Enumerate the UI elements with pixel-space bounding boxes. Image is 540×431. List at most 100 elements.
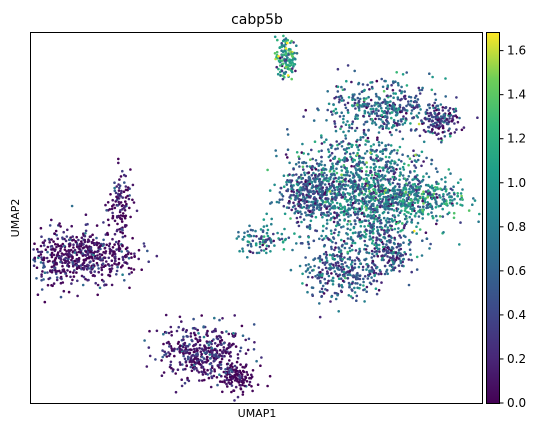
- data-point: [75, 271, 78, 274]
- data-point: [88, 235, 92, 238]
- data-point: [377, 288, 381, 292]
- data-point: [249, 228, 253, 232]
- data-point: [115, 269, 119, 273]
- data-point: [413, 209, 416, 213]
- data-point: [467, 209, 471, 212]
- data-point: [398, 89, 402, 92]
- data-point: [64, 239, 68, 243]
- data-point: [426, 206, 430, 209]
- data-point: [358, 97, 362, 101]
- data-point: [356, 286, 359, 290]
- data-point: [361, 201, 365, 205]
- data-point: [111, 204, 114, 208]
- data-point: [360, 166, 363, 170]
- data-point: [297, 190, 301, 194]
- data-point: [61, 281, 65, 284]
- data-point: [224, 351, 227, 354]
- data-point: [193, 354, 196, 358]
- data-point: [371, 260, 375, 263]
- data-point: [346, 192, 350, 195]
- data-point: [191, 360, 195, 363]
- data-point: [335, 214, 339, 217]
- data-point: [119, 201, 123, 204]
- data-point: [334, 297, 338, 301]
- data-point: [348, 246, 351, 250]
- data-point: [385, 126, 388, 130]
- data-point: [380, 77, 384, 81]
- data-point: [216, 337, 220, 341]
- data-point: [417, 191, 420, 195]
- data-point: [343, 156, 347, 159]
- data-point: [372, 166, 376, 170]
- data-point: [382, 247, 386, 251]
- data-point: [80, 274, 84, 278]
- data-point: [241, 390, 245, 394]
- data-point: [182, 354, 185, 358]
- data-point: [61, 242, 65, 246]
- data-point: [304, 211, 307, 214]
- data-point: [341, 191, 345, 194]
- data-point: [393, 162, 396, 165]
- data-point: [370, 192, 373, 195]
- data-point: [383, 148, 387, 151]
- data-point: [388, 241, 391, 244]
- data-point: [230, 375, 234, 378]
- data-point: [400, 85, 403, 89]
- data-point: [422, 190, 425, 193]
- data-point: [285, 183, 289, 186]
- data-point: [325, 259, 329, 263]
- data-point: [201, 360, 204, 363]
- data-point: [251, 251, 255, 255]
- data-point: [249, 242, 253, 246]
- data-point: [404, 252, 408, 256]
- data-point: [384, 155, 388, 159]
- data-point: [102, 238, 105, 242]
- data-point: [83, 234, 87, 238]
- data-point: [340, 211, 344, 214]
- data-point: [453, 131, 457, 134]
- data-point: [440, 178, 443, 181]
- colorbar-tick-label: 0.4: [507, 308, 526, 322]
- data-point: [111, 211, 114, 215]
- data-point: [353, 219, 357, 222]
- data-point: [416, 221, 420, 225]
- data-point: [93, 250, 97, 254]
- data-point: [460, 128, 464, 132]
- data-point: [121, 231, 124, 235]
- data-point: [368, 222, 372, 225]
- data-point: [59, 258, 63, 261]
- data-point: [289, 217, 292, 220]
- data-point: [83, 253, 87, 257]
- data-point: [394, 258, 398, 262]
- data-point: [371, 268, 375, 271]
- data-point: [148, 329, 151, 333]
- data-point: [422, 160, 425, 163]
- data-point: [333, 291, 337, 295]
- data-point: [354, 115, 358, 118]
- data-point: [308, 204, 311, 208]
- data-point: [124, 261, 128, 264]
- data-point: [412, 149, 415, 152]
- data-point: [454, 109, 458, 113]
- data-point: [431, 119, 435, 123]
- data-point: [431, 75, 434, 79]
- data-point: [316, 203, 319, 207]
- data-point: [441, 124, 444, 127]
- data-point: [185, 364, 188, 367]
- data-point: [313, 257, 317, 260]
- data-point: [369, 98, 373, 102]
- data-point: [362, 277, 365, 281]
- data-point: [40, 288, 44, 291]
- data-point: [356, 96, 360, 100]
- data-point: [437, 137, 440, 141]
- data-point: [428, 106, 432, 110]
- data-point: [385, 87, 389, 90]
- data-point: [295, 151, 299, 154]
- data-point: [283, 59, 287, 62]
- data-point: [364, 189, 368, 193]
- data-point: [379, 150, 382, 153]
- data-point: [380, 141, 384, 145]
- data-point: [61, 264, 64, 268]
- data-point: [349, 228, 352, 232]
- data-point: [376, 247, 380, 251]
